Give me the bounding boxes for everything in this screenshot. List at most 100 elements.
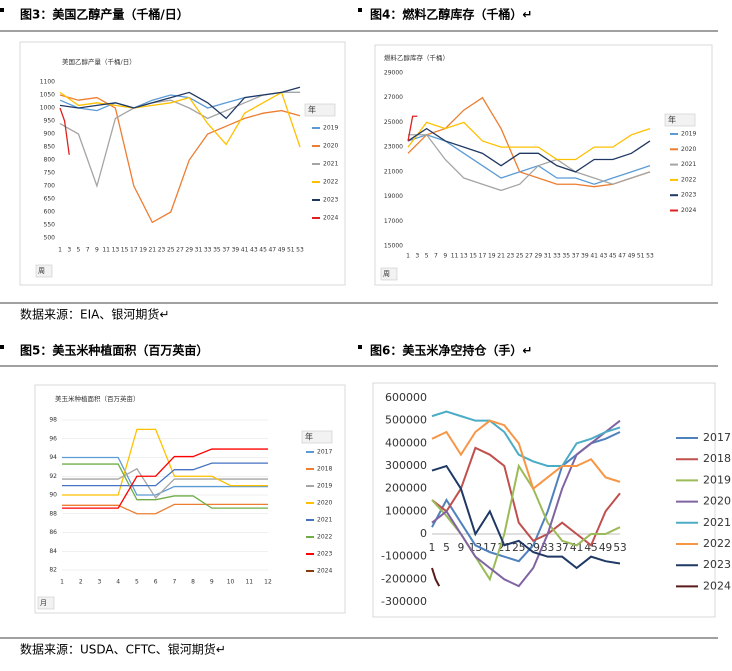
x-tick-label: 39 — [581, 253, 589, 260]
x-tick-label: 25 — [512, 542, 525, 554]
field-button[interactable] — [35, 264, 53, 278]
x-tick-label: 9 — [443, 253, 447, 260]
y-tick-label: 25000 — [384, 119, 403, 126]
x-tick-label: 49 — [628, 253, 636, 260]
x-tick-label: 17 — [479, 253, 487, 260]
legend-label: 2019 — [703, 473, 731, 486]
y-tick-label: 19000 — [384, 193, 403, 200]
legend-label: 2020 — [317, 500, 332, 507]
legend-label: 2024 — [317, 568, 332, 575]
legend-button — [301, 430, 333, 444]
legend-label: 2020 — [681, 146, 696, 153]
x-tick-label: 9 — [95, 247, 99, 254]
chart-frame — [374, 44, 713, 286]
x-tick-label: 29 — [527, 542, 540, 554]
legend-title: 年 — [668, 115, 676, 125]
y-tick-label: 600000 — [385, 391, 427, 404]
y-tick-label: 88 — [49, 510, 57, 517]
series-line — [62, 448, 268, 509]
x-tick-label: 35 — [213, 247, 221, 254]
series-line — [407, 134, 651, 185]
y-tick-label: 1050 — [40, 92, 55, 99]
caption: 图4：燃料乙醇库存（千桶）↵ — [370, 7, 532, 22]
legend-label: 2020 — [703, 495, 731, 508]
x-tick-label: 41 — [590, 253, 598, 260]
field-button[interactable] — [37, 596, 55, 610]
x-tick-label: 11 — [451, 253, 459, 260]
x-tick-label: 5 — [135, 579, 139, 586]
field-button[interactable] — [380, 267, 398, 281]
x-tick-label: 23 — [507, 253, 515, 260]
x-tick-label: 27 — [525, 253, 533, 260]
x-tick-label: 37 — [572, 253, 580, 260]
y-tick-label: 800 — [44, 157, 56, 164]
x-tick-label: 45 — [259, 247, 267, 254]
legend-label: 2022 — [703, 537, 731, 550]
series-line — [59, 91, 300, 189]
x-tick-label: 5 — [77, 247, 81, 254]
x-tick-label: 33 — [204, 247, 212, 254]
legend-label: 2024 — [323, 215, 338, 222]
x-tick-label: 35 — [562, 253, 570, 260]
legend-label: 2020 — [323, 143, 338, 150]
x-tick-label: 6 — [154, 579, 158, 586]
legend-label: 2021 — [703, 516, 731, 529]
x-tick-label: 25 — [167, 247, 175, 254]
legend-label: 2018 — [317, 466, 332, 473]
x-tick-label: 17 — [130, 247, 138, 254]
series-line — [62, 467, 268, 499]
y-tick-label: 86 — [49, 529, 57, 536]
x-tick-label: 3 — [98, 579, 102, 586]
source: 数据来源：EIA、银河期货↵ — [20, 307, 169, 322]
x-tick-label: 31 — [195, 247, 203, 254]
x-tick-label: 1 — [58, 247, 62, 254]
legend-label: 2021 — [317, 517, 332, 524]
chart-frame — [34, 384, 346, 614]
x-tick-label: 19 — [488, 253, 496, 260]
y-tick-label: 650 — [44, 196, 56, 203]
x-tick-label: 13 — [460, 253, 468, 260]
chart-frame — [372, 382, 716, 618]
y-tick-label: 27000 — [384, 94, 403, 101]
legend-label: 2023 — [323, 197, 338, 204]
x-tick-label: 45 — [584, 542, 597, 554]
x-tick-label: 25 — [516, 253, 524, 260]
bullet — [358, 345, 362, 349]
caption: 图5：美玉米种植面积（百万英亩） — [20, 343, 208, 358]
chart-title: 美国乙醇产量（千桶/日） — [62, 57, 136, 66]
series-line — [62, 503, 268, 515]
x-tick-label: 27 — [176, 247, 184, 254]
x-tick-label: 53 — [613, 542, 626, 554]
series-line — [407, 127, 651, 173]
series-line — [59, 91, 301, 148]
chart-title: 燃料乙醇库存（千桶） — [384, 53, 449, 62]
y-tick-label: 15000 — [384, 243, 403, 250]
x-tick-label: 33 — [553, 253, 561, 260]
legend-label: 2019 — [323, 125, 338, 132]
x-tick-label: 5 — [443, 542, 450, 554]
field-button-label: 周 — [38, 267, 45, 275]
y-tick-label: 500000 — [385, 414, 427, 427]
legend-title: 年 — [308, 105, 316, 115]
y-tick-label: 300000 — [385, 459, 427, 472]
legend-label: 2021 — [323, 161, 338, 168]
x-tick-label: 33 — [541, 542, 554, 554]
x-tick-label: 1 — [60, 579, 64, 586]
series-line — [62, 428, 268, 496]
caption: 图6：美玉米净空持仓（手）↵ — [370, 343, 532, 358]
x-tick-label: 41 — [241, 247, 249, 254]
chart-frame — [19, 41, 346, 286]
legend-label: 2022 — [317, 534, 332, 541]
y-tick-label: 100000 — [385, 504, 427, 517]
x-tick-label: 43 — [600, 253, 608, 260]
field-button-label: 月 — [40, 599, 47, 607]
series-line — [62, 462, 268, 487]
x-tick-label: 53 — [646, 253, 654, 260]
series-line — [431, 446, 621, 547]
x-tick-label: 47 — [268, 247, 276, 254]
x-tick-label: 21 — [148, 247, 156, 254]
y-tick-label: -200000 — [381, 572, 427, 585]
x-tick-label: 3 — [415, 253, 419, 260]
series-line — [59, 107, 70, 155]
